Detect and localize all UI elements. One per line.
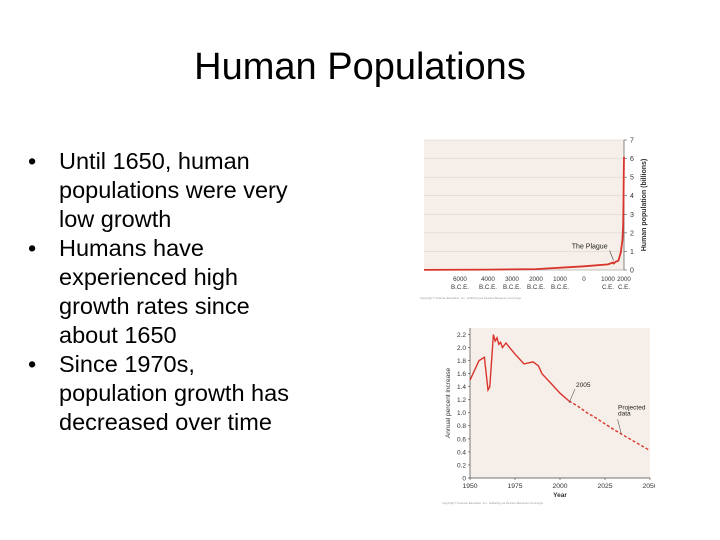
annotation-plague: The Plague: [572, 244, 608, 251]
y-tick-label: 5: [630, 175, 634, 182]
y-tick-label: 1.4: [457, 384, 466, 391]
bullet-item: • Since 1970s, population growth has dec…: [28, 350, 290, 437]
y-tick-label: 0.6: [457, 436, 466, 443]
annotation-leader: [609, 250, 614, 261]
bullet-marker: •: [28, 235, 37, 261]
plot-background: [470, 328, 650, 478]
x-tick-label: 1950: [462, 483, 477, 490]
bullet-text: Since 1970s, population growth has decre…: [59, 351, 289, 435]
x-tick-label-era: B.C.E.: [503, 284, 521, 291]
plot-background: [424, 140, 624, 270]
x-tick-label-era: B.C.E.: [551, 284, 569, 291]
annotation-data: data: [618, 410, 631, 417]
y-tick-label: 0.4: [457, 449, 466, 456]
y-axis-label: Annual percent increase: [445, 368, 452, 438]
annotation-leader: [568, 388, 576, 404]
x-tick-label: 3000: [505, 276, 519, 283]
y-tick-label: 6: [630, 156, 634, 163]
x-tick-label: 2050: [642, 483, 655, 490]
projected-series-line: [568, 400, 651, 452]
y-tick-label: 2.0: [457, 345, 466, 352]
y-tick-label: 2: [630, 230, 634, 237]
bullet-item: • Until 1650, human populations were ver…: [28, 147, 290, 234]
y-tick-label: 1.2: [457, 397, 466, 404]
x-tick-label-era: B.C.E.: [479, 284, 497, 291]
annotation-projected: Projected: [618, 405, 646, 412]
y-tick-label: 2.2: [457, 332, 466, 339]
x-tick-label: 4000: [481, 276, 495, 283]
y-tick-label: 7: [630, 138, 634, 145]
x-tick-label: 1975: [507, 483, 522, 490]
bullet-marker: •: [28, 351, 37, 377]
population-history-chart: 0 1 2 3 4 5 6 7 Human population (billions) 6000 B…: [418, 130, 654, 302]
chart-footer: Copyright © Pearson Education, Inc., pub…: [442, 501, 544, 505]
annotation-leader: [617, 419, 622, 434]
x-tick-label: 1000: [601, 276, 615, 283]
historical-series-line: [469, 334, 570, 402]
annotation-2005: 2005: [576, 382, 591, 389]
x-tick-label: 2000: [617, 276, 631, 283]
x-tick-label-era: B.C.E.: [451, 284, 469, 291]
y-tick-label: 0.2: [457, 462, 466, 469]
y-tick-label: 0: [462, 475, 466, 482]
slide-title: Human Populations: [194, 46, 526, 88]
x-tick-label: 2000: [552, 483, 567, 490]
x-tick-label: 2000: [529, 276, 543, 283]
bullet-text: Until 1650, human populations were very …: [59, 148, 288, 232]
y-tick-label: 0.8: [457, 423, 466, 430]
x-tick-label-era: B.C.E.: [527, 284, 545, 291]
growth-rate-chart: 0 0.2 0.4 0.6 0.8 1.0 1.2 1.4 1.6 1.8 2.0 2.2 1950 19…: [440, 322, 658, 507]
x-tick-label: 1000: [553, 276, 567, 283]
y-tick-label: 4: [630, 193, 634, 200]
x-tick-label-era: C.E.: [602, 284, 614, 291]
chart-footer: Copyright © Pearson Education, Inc., pub…: [420, 296, 522, 300]
x-tick-label: 6000: [453, 276, 467, 283]
bullet-item: • Humans have experienced high growth ra…: [28, 234, 290, 350]
y-tick-label: 0: [630, 268, 634, 275]
bullet-text: Humans have experienced high growth rate…: [59, 235, 250, 348]
x-tick-label: 0: [582, 276, 586, 283]
y-tick-label: 3: [630, 212, 634, 219]
y-axis-label: Human population (billions): [641, 159, 648, 252]
x-tick-label: 2025: [597, 483, 612, 490]
y-tick-label: 1.6: [457, 371, 466, 378]
bullet-list: • Until 1650, human populations were ver…: [28, 147, 290, 437]
x-tick-label-era: C.E.: [618, 284, 630, 291]
growth-rate-chart-svg: 0 0.2 0.4 0.6 0.8 1.0 1.2 1.4 1.6 1.8 2.0 2.2 1950 19…: [442, 328, 658, 505]
population-series-line: [423, 156, 625, 271]
x-axis-label: Year: [553, 492, 567, 499]
y-tick-label: 1: [630, 249, 634, 256]
y-tick-label: 1.8: [457, 358, 466, 365]
y-tick-label: 1.0: [457, 410, 466, 417]
bullet-marker: •: [28, 148, 37, 174]
